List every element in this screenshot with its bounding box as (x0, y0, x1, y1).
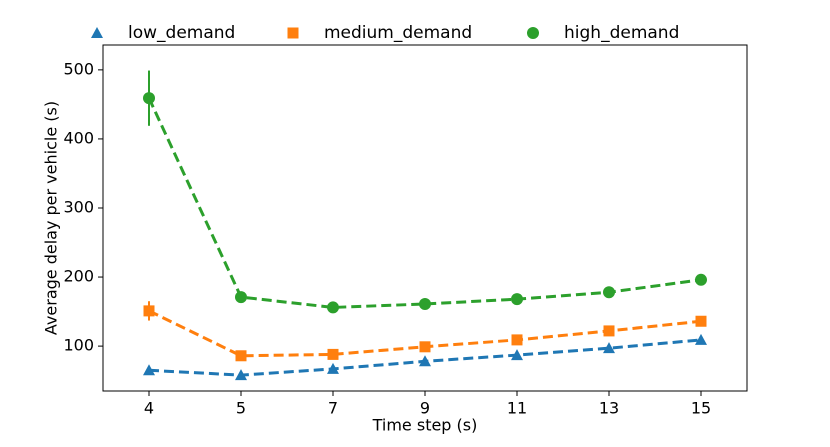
data-point (695, 273, 707, 286)
x-tick-label: 13 (599, 399, 619, 418)
x-tick-label: 5 (236, 399, 246, 418)
x-tick-label: 9 (420, 399, 430, 418)
data-point (603, 286, 615, 299)
data-point (143, 364, 155, 376)
data-point (235, 369, 247, 381)
data-point (695, 333, 707, 345)
data-point (603, 325, 615, 337)
legend-label: medium_demand (324, 23, 472, 43)
y-axis-label: Average delay per vehicle (s) (42, 101, 61, 335)
data-point (327, 348, 339, 360)
data-point (419, 355, 431, 367)
data-point (511, 334, 523, 346)
data-point (511, 349, 523, 361)
data-point (695, 315, 707, 327)
legend-label: high_demand (564, 23, 679, 43)
x-axis-label: Time step (s) (372, 416, 478, 435)
data-point (143, 305, 155, 317)
series-line (147, 97, 702, 309)
data-point (235, 350, 247, 362)
x-tick-label: 15 (691, 399, 711, 418)
data-point (419, 341, 431, 353)
legend-marker (287, 27, 299, 39)
x-tick-label: 7 (328, 399, 338, 418)
legend-marker (91, 27, 103, 38)
y-tick-label: 300 (63, 197, 94, 216)
x-tick-label: 11 (507, 399, 527, 418)
x-tick-label: 4 (144, 399, 154, 418)
data-point (327, 362, 339, 374)
plot-frame (102, 44, 748, 392)
data-point (603, 342, 615, 354)
data-point (327, 301, 339, 314)
y-tick-label: 200 (63, 267, 94, 286)
data-point (143, 92, 155, 105)
legend-label: low_demand (128, 23, 235, 43)
data-point (419, 297, 431, 310)
y-tick-label: 400 (63, 128, 94, 147)
y-tick-label: 100 (63, 336, 94, 355)
data-point (235, 291, 247, 304)
y-tick-label: 500 (63, 59, 94, 78)
data-point (511, 293, 523, 306)
legend-marker (527, 27, 539, 39)
